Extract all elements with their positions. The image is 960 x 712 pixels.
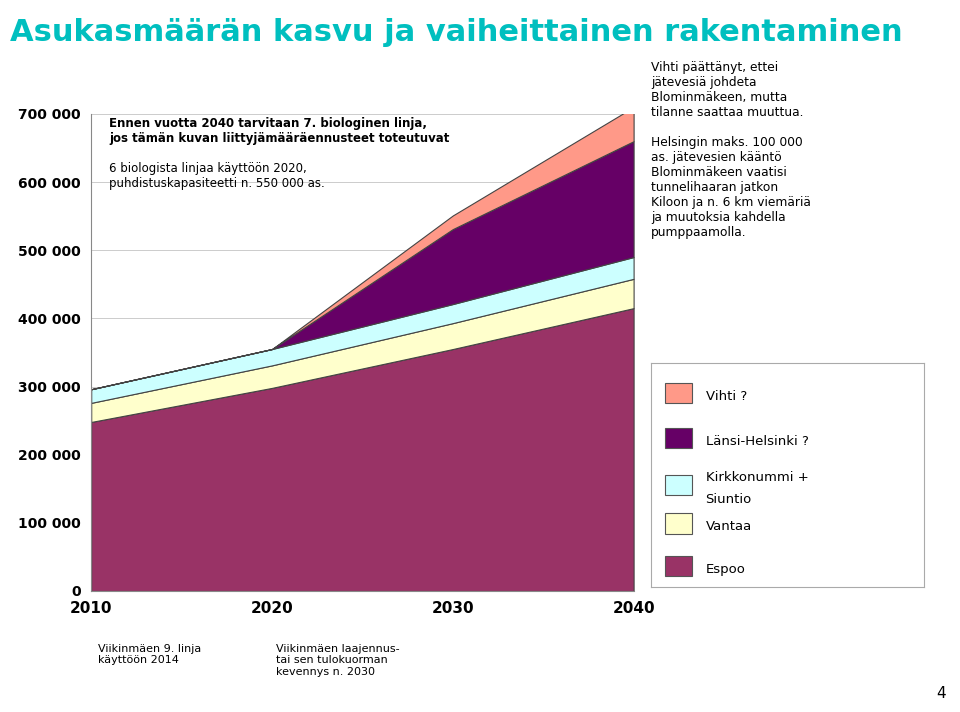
Text: Viikinmäen 9. linja
käyttöön 2014: Viikinmäen 9. linja käyttöön 2014: [98, 644, 202, 665]
Text: Vihti ?: Vihti ?: [706, 390, 747, 403]
Text: Siuntio: Siuntio: [706, 493, 752, 506]
Text: Länsi-Helsinki ?: Länsi-Helsinki ?: [706, 435, 808, 448]
Text: Kirkkonummi +: Kirkkonummi +: [706, 471, 808, 484]
Text: Vantaa: Vantaa: [706, 520, 752, 533]
Bar: [664, 428, 692, 449]
Text: Viikinmäen laajennus-
tai sen tulokuorman
kevennys n. 2030: Viikinmäen laajennus- tai sen tulokuorma…: [276, 644, 399, 677]
Bar: [664, 513, 692, 533]
Bar: [664, 383, 692, 404]
Text: Asukasmäärän kasvu ja vaiheittainen rakentaminen: Asukasmäärän kasvu ja vaiheittainen rake…: [10, 18, 902, 47]
Bar: [664, 476, 692, 496]
Bar: [664, 556, 692, 576]
Text: 6 biologista linjaa käyttöön 2020,
puhdistuskapasiteetti n. 550 000 as.: 6 biologista linjaa käyttöön 2020, puhdi…: [109, 162, 325, 189]
Text: Espoo: Espoo: [706, 563, 746, 576]
Text: Vihti päättänyt, ettei
jätevesiä johdeta
Blominmäkeen, mutta
tilanne saattaa muu: Vihti päättänyt, ettei jätevesiä johdeta…: [651, 61, 811, 239]
Text: Ennen vuotta 2040 tarvitaan 7. biologinen linja,
jos tämän kuvan liittyjämääräen: Ennen vuotta 2040 tarvitaan 7. biologine…: [109, 117, 449, 145]
Text: 4: 4: [936, 686, 946, 701]
